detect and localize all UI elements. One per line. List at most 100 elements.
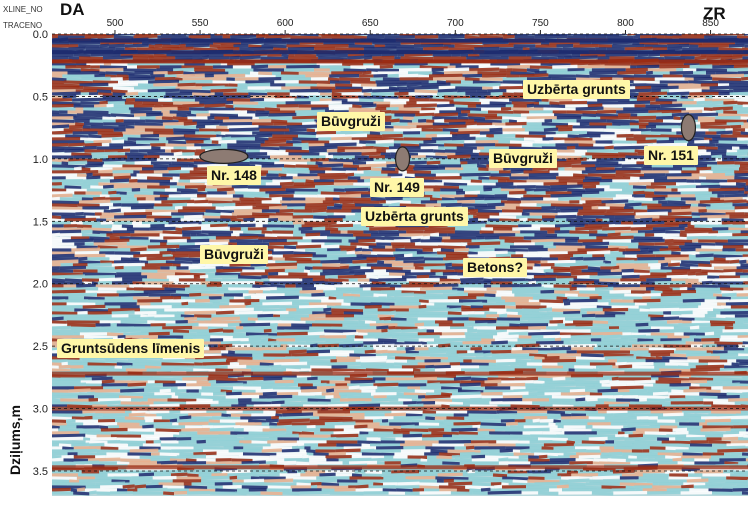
reflection-strip bbox=[596, 305, 612, 310]
reflection-strip bbox=[153, 82, 178, 87]
reflection-strip bbox=[191, 110, 209, 115]
reflection-strip bbox=[608, 403, 630, 408]
reflection-strip bbox=[264, 268, 285, 273]
reflection-strip bbox=[352, 259, 378, 264]
reflection-strip bbox=[71, 326, 101, 331]
reflection-strip bbox=[519, 448, 532, 453]
reflection-strip bbox=[714, 341, 743, 346]
reflection-strip bbox=[147, 176, 173, 181]
reflection-strip bbox=[286, 140, 302, 145]
reflection-strip bbox=[453, 97, 480, 102]
reflection-strip bbox=[472, 149, 481, 154]
reflection-strip bbox=[484, 379, 502, 384]
reflection-strip bbox=[444, 262, 453, 267]
reflection-strip bbox=[735, 413, 748, 417]
reflection-strip bbox=[358, 332, 368, 337]
reflection-strip bbox=[432, 443, 465, 448]
reflection-strip bbox=[695, 271, 708, 276]
reflection-strip bbox=[376, 325, 389, 330]
reflection-strip bbox=[477, 209, 503, 214]
reflection-strip bbox=[232, 230, 244, 235]
reflection-strip bbox=[386, 269, 411, 274]
reflection-strip bbox=[511, 349, 539, 354]
reflection-strip bbox=[439, 278, 461, 283]
reflection-strip bbox=[406, 277, 440, 282]
reflection-strip bbox=[274, 358, 300, 363]
reflection-strip bbox=[492, 85, 500, 90]
reflection-strip bbox=[184, 137, 211, 142]
reflection-strip bbox=[526, 68, 540, 73]
reflection-strip bbox=[167, 166, 182, 171]
reflection-strip bbox=[646, 277, 672, 282]
reflection-strip bbox=[622, 250, 653, 255]
reflection-strip bbox=[322, 161, 353, 166]
reflection-strip bbox=[226, 356, 253, 361]
reflection-strip bbox=[613, 145, 648, 150]
reflection-strip bbox=[323, 329, 357, 334]
reflection-strip bbox=[575, 226, 603, 231]
reflection-strip bbox=[105, 254, 134, 259]
reflection-strip bbox=[556, 296, 568, 301]
reflection-strip bbox=[534, 233, 558, 238]
reflection-strip bbox=[321, 244, 340, 249]
reflection-strip bbox=[464, 77, 480, 82]
reflection-strip bbox=[82, 304, 106, 309]
reflection-strip bbox=[293, 212, 321, 217]
reflection-strip bbox=[519, 73, 549, 78]
reflection-strip bbox=[161, 362, 195, 367]
reflection-strip bbox=[462, 400, 490, 405]
reflection-strip bbox=[446, 350, 457, 355]
reflection-strip bbox=[267, 220, 282, 225]
reflection-strip bbox=[457, 169, 466, 174]
reflection-strip bbox=[346, 193, 362, 198]
reflection-strip bbox=[691, 284, 718, 289]
reflection-strip bbox=[312, 226, 326, 231]
reflection-strip bbox=[295, 164, 319, 169]
reflection-strip bbox=[193, 47, 218, 52]
reflection-strip bbox=[433, 283, 459, 288]
reflection-strip bbox=[385, 200, 411, 205]
reflection-strip bbox=[636, 356, 656, 361]
reflection-strip bbox=[357, 440, 381, 445]
reflection-strip bbox=[328, 158, 355, 163]
reflection-strip bbox=[628, 200, 659, 205]
reflection-strip bbox=[549, 319, 564, 324]
reflection-strip bbox=[348, 44, 375, 49]
reflection-strip bbox=[246, 82, 271, 87]
reflection-strip bbox=[693, 83, 701, 88]
reflection-strip bbox=[252, 284, 271, 289]
reflection-strip bbox=[586, 250, 611, 255]
reflection-strip bbox=[514, 35, 535, 40]
reflection-strip bbox=[286, 173, 298, 178]
reflection-strip bbox=[318, 56, 348, 61]
reflection-strip bbox=[99, 431, 117, 436]
reflection-strip bbox=[457, 116, 469, 121]
reflection-strip bbox=[431, 431, 459, 436]
reflection-strip bbox=[408, 281, 440, 286]
reflection-strip bbox=[716, 296, 731, 301]
reflection-strip bbox=[52, 34, 59, 39]
reflection-strip bbox=[118, 292, 149, 297]
reflection-strip bbox=[381, 167, 396, 172]
reflection-strip bbox=[423, 265, 446, 270]
reflection-strip bbox=[92, 80, 119, 85]
reflection-strip bbox=[413, 115, 433, 120]
reflection-strip bbox=[146, 256, 175, 261]
reflection-strip bbox=[334, 283, 360, 288]
reflection-strip bbox=[723, 199, 747, 204]
reflection-strip bbox=[140, 314, 149, 319]
reflection-strip bbox=[174, 205, 183, 210]
reflection-strip bbox=[183, 71, 196, 76]
reflection-strip bbox=[320, 271, 355, 276]
reflection-strip bbox=[681, 337, 695, 342]
reflection-strip bbox=[68, 46, 86, 51]
reflection-strip bbox=[406, 82, 422, 87]
reflection-strip bbox=[468, 413, 500, 418]
reflection-strip bbox=[528, 299, 540, 304]
reflection-strip bbox=[492, 334, 519, 339]
reflection-strip bbox=[325, 274, 338, 279]
reflection-strip bbox=[67, 359, 83, 364]
reflection-strip bbox=[331, 88, 362, 93]
reflection-strip bbox=[676, 67, 684, 72]
reflection-strip bbox=[616, 109, 649, 114]
